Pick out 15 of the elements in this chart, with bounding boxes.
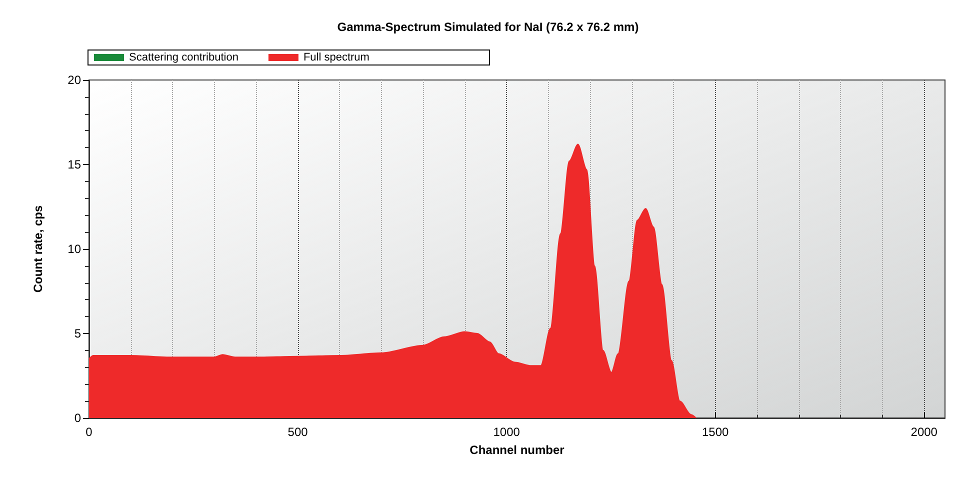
x-tick-label: 0 <box>86 425 93 439</box>
x-tick-label: 1500 <box>702 425 730 439</box>
legend-label: Full spectrum <box>303 52 370 64</box>
legend-label: Scattering contribution <box>129 52 238 64</box>
x-axis-title: Channel number <box>470 443 565 457</box>
x-tick-label: 500 <box>288 425 308 439</box>
y-axis-title: Count rate, cps <box>31 205 45 293</box>
x-tick-label: 2000 <box>910 425 938 439</box>
y-tick-label: 15 <box>68 158 82 172</box>
chart-title: Gamma-Spectrum Simulated for NaI (76.2 x 76.2 mm) <box>337 20 639 34</box>
y-tick-label: 0 <box>74 411 82 425</box>
y-tick-label: 10 <box>68 242 82 256</box>
y-tick-label: 5 <box>74 326 82 340</box>
x-tick-label: 1000 <box>493 425 520 439</box>
y-tick-label: 20 <box>68 73 82 87</box>
